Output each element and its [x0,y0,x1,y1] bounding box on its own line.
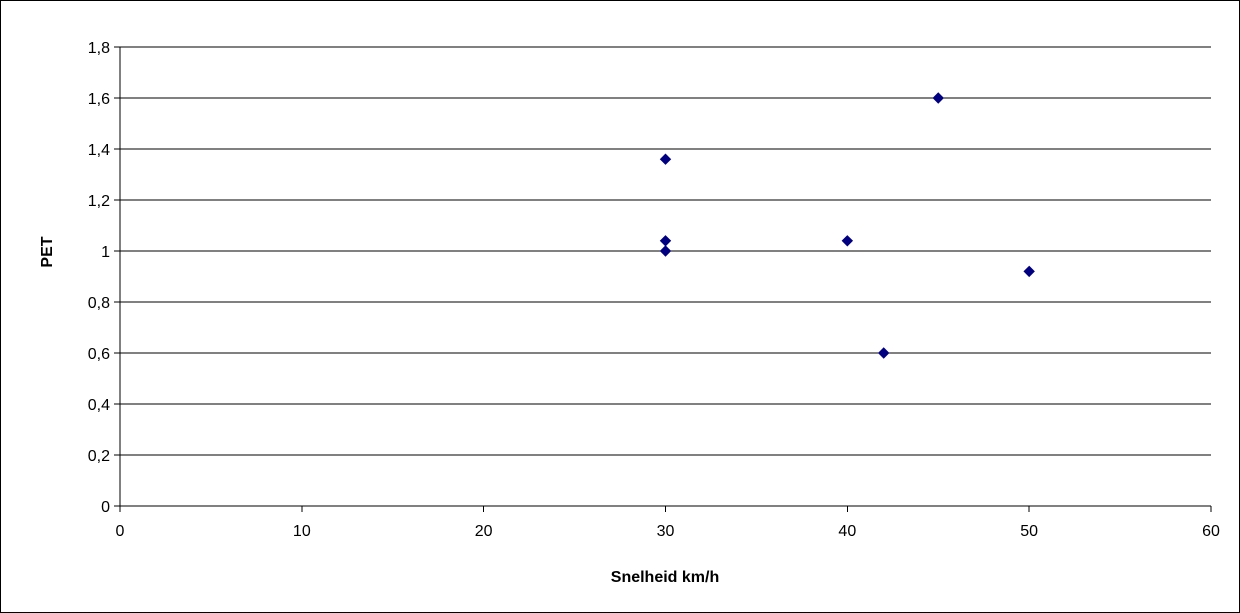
data-point-5 [932,92,944,104]
x-tick-label: 30 [657,523,675,540]
x-tick-label: 0 [116,523,125,540]
x-axis-ticks: 0 10 20 30 40 50 60 [116,506,1220,540]
x-axis-title: Snelheid km/h [611,569,719,586]
y-tick-label: 0,4 [88,397,110,414]
grid-lines [120,46,1211,456]
x-tick-label: 40 [838,523,856,540]
y-tick-label: 1,8 [88,40,110,57]
data-point-4 [877,347,890,359]
y-tick-label: 0 [101,499,110,516]
data-point-2 [659,245,672,257]
data-point-6 [1023,265,1035,278]
data-point-3 [841,235,854,247]
y-tick-label: 1,2 [88,193,110,210]
y-tick-label: 1 [101,244,110,261]
x-tick-label: 20 [475,523,493,540]
data-points [659,92,1035,359]
y-tick-label: 1,6 [88,91,110,108]
x-tick-label: 50 [1020,523,1038,540]
y-axis-title: PET [39,236,56,267]
y-tick-label: 1,4 [88,142,110,159]
x-tick-label: 60 [1202,523,1220,540]
y-tick-label: 0,8 [88,295,110,312]
data-point-1 [659,235,672,247]
y-axis-ticks: 0 0,2 0,4 0,6 0,8 1 1,2 1,4 1,6 1,8 [88,40,120,516]
data-point-0 [659,153,672,165]
axes [119,47,1211,507]
y-tick-label: 0,6 [88,346,110,363]
y-tick-label: 0,2 [88,448,110,465]
x-tick-label: 10 [293,523,311,540]
